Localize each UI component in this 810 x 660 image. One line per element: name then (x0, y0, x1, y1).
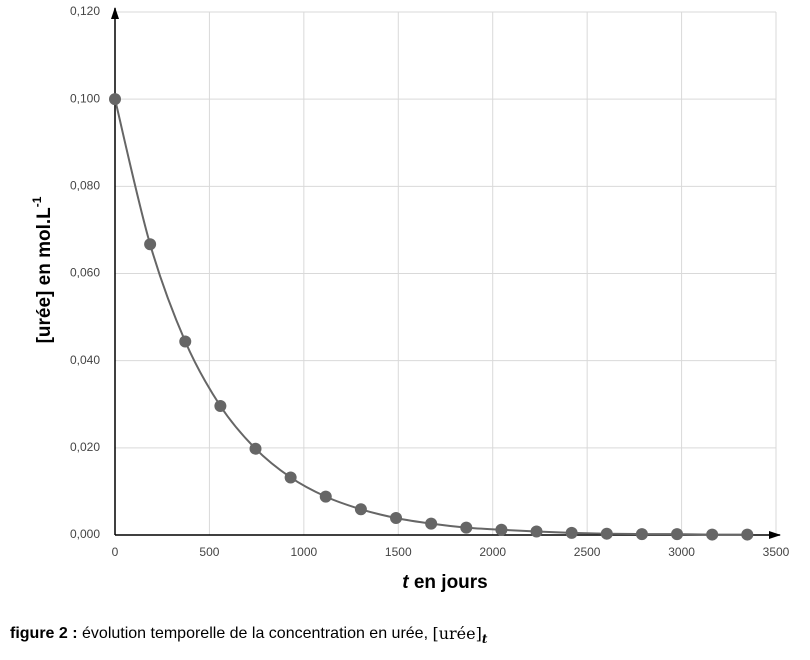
y-tick-label: 0,120 (70, 4, 100, 18)
data-point (390, 512, 403, 525)
caption: figure 2 : évolution temporelle de la co… (10, 624, 488, 646)
x-tick-label: 0 (112, 545, 119, 559)
x-tick-label: 2000 (479, 545, 506, 559)
data-point (214, 399, 227, 412)
data-point (635, 528, 648, 541)
x-axis-label-text: en jours (414, 572, 488, 593)
y-tick-label: 0,060 (70, 266, 100, 280)
data-point (495, 523, 508, 536)
grid (114, 11, 777, 536)
caption-math-sub: t (482, 632, 488, 646)
y-tick-label: 0,020 (70, 440, 100, 454)
y-axis-label: [urée] en mol.L-1 (30, 196, 55, 343)
data-point (319, 490, 332, 503)
caption-math: [urée] (432, 624, 481, 643)
y-tick-label: 0,040 (70, 353, 100, 367)
data-point (354, 503, 367, 516)
data-point (460, 521, 473, 534)
y-axis-label-sup: -1 (30, 196, 44, 207)
x-tick-label: 3500 (763, 545, 790, 559)
caption-text: évolution temporelle de la concentration… (82, 625, 428, 642)
data-point (565, 526, 578, 539)
x-axis-label: t en jours (402, 572, 488, 593)
data-point (600, 527, 613, 540)
data-point (706, 528, 719, 541)
y-tick-label: 0,000 (70, 527, 100, 541)
data-point (179, 335, 192, 348)
data-point (109, 93, 121, 106)
x-tick-label: 500 (199, 545, 219, 559)
x-tick-label: 2500 (574, 545, 601, 559)
data-point (530, 525, 543, 538)
data-point (144, 238, 157, 251)
x-tick-label: 1500 (385, 545, 412, 559)
x-axis-label-var: t (402, 572, 409, 593)
x-tick-label: 3000 (668, 545, 695, 559)
x-tick-label: 1000 (291, 545, 318, 559)
y-tick-label: 0,100 (70, 91, 100, 105)
y-tick-label: 0,080 (70, 179, 100, 193)
data-point (741, 528, 754, 541)
data-point (249, 442, 262, 455)
data-point (425, 517, 438, 530)
y-axis-label-text: [urée] en mol.L (34, 207, 55, 344)
caption-label: figure 2 : (10, 625, 78, 642)
data-point (284, 471, 297, 484)
data-point (671, 528, 684, 541)
